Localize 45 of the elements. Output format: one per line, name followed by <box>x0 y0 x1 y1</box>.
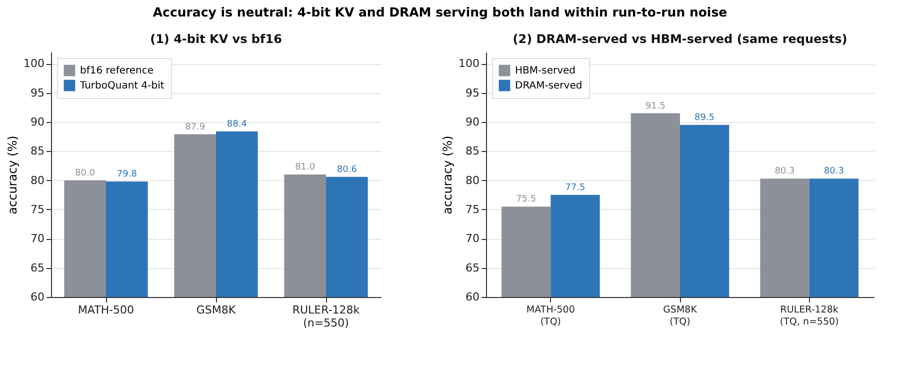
y-tick-label: 65 <box>466 261 480 274</box>
x-tick-label: RULER-128k (n=550) <box>292 304 360 330</box>
y-tick-label: 70 <box>30 232 44 246</box>
data-label: 89.5 <box>694 112 715 123</box>
data-label: 80.0 <box>75 168 96 178</box>
data-label: 80.6 <box>336 164 358 175</box>
y-tick-label: 85 <box>466 144 480 158</box>
y-tick-label: 90 <box>466 116 480 128</box>
y-tick-label: 75 <box>30 203 44 216</box>
x-tick-label: GSM8K (TQ) <box>663 304 698 328</box>
chart-title: (2) DRAM-served vs HBM-served (same requests) <box>512 32 848 46</box>
data-label: 88.4 <box>226 119 248 130</box>
legend-label: TurboQuant 4-bit <box>79 80 164 92</box>
x-tick-label: MATH-500 (TQ) <box>526 304 575 328</box>
legend-label: bf16 reference <box>80 66 154 76</box>
y-tick-label: 75 <box>466 203 480 216</box>
y-tick-label: 70 <box>466 232 480 246</box>
chart-title: (1) 4-bit KV vs bf16 <box>150 32 282 46</box>
data-label: 77.5 <box>565 182 586 193</box>
legend-label: HBM-served <box>515 66 576 76</box>
y-tick-label: 60 <box>30 290 44 304</box>
y-tick-label: 65 <box>30 261 44 274</box>
x-tick-label: MATH-500 <box>78 304 134 316</box>
y-tick-label: 95 <box>466 86 480 100</box>
data-label: 87.9 <box>185 122 206 132</box>
data-label: 75.5 <box>516 194 536 205</box>
data-label: 81.0 <box>295 162 316 172</box>
y-tick-label: 100 <box>458 57 480 70</box>
data-label: 79.8 <box>116 170 138 180</box>
y-tick-label: 80 <box>30 174 44 187</box>
y-tick-label: 85 <box>30 144 44 158</box>
y-tick-label: 95 <box>30 86 44 100</box>
text: Accuracy is neutral: 4-bit KV and DRAM serving both land within run-to-run noise <box>152 4 728 20</box>
y-axis-title: accuracy (%) <box>6 136 20 214</box>
data-label: 91.5 <box>645 101 666 112</box>
data-label: 80.3 <box>774 166 795 177</box>
y-tick-label: 60 <box>466 290 480 304</box>
y-tick-label: 90 <box>30 116 44 128</box>
y-tick-label: 100 <box>24 57 44 70</box>
y-tick-label: 80 <box>466 174 480 187</box>
x-tick-label: GSM8K <box>196 304 236 316</box>
y-axis-title: accuracy (%) <box>440 136 455 214</box>
legend-label: DRAM-served <box>515 80 582 92</box>
data-label: 80.3 <box>824 166 844 177</box>
x-tick-label: RULER-128k (TQ, n=550) <box>780 304 839 328</box>
